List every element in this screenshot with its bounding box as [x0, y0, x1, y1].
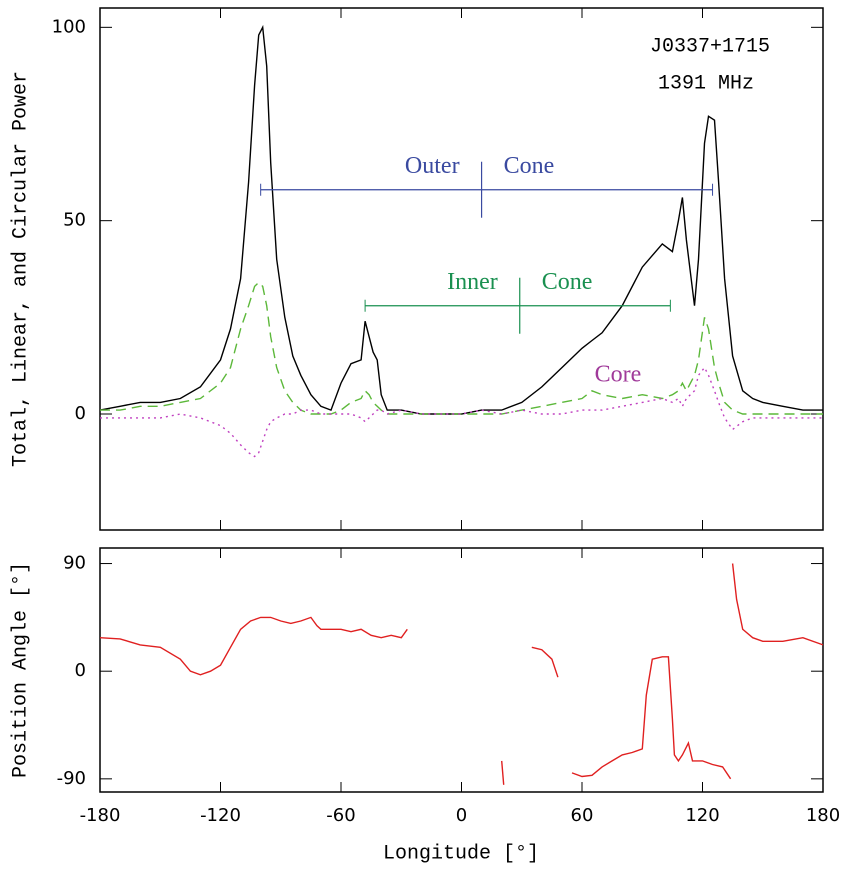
x-tick-label: 180 [806, 805, 840, 826]
series-line [100, 281, 823, 415]
core-label: Core [595, 362, 642, 388]
y-tick-label: 50 [63, 210, 86, 231]
series-line [100, 366, 823, 458]
x-tick-label: -60 [326, 805, 355, 826]
y-axis-label: Position Angle [°] [9, 562, 32, 778]
y-axis-label: Total, Linear, and Circular Power [9, 71, 32, 467]
bracket-label: Cone [542, 269, 593, 295]
frequency-label: 1391 MHz [658, 72, 754, 95]
y-tick-label: 0 [75, 660, 86, 681]
x-tick-label: -120 [200, 805, 241, 826]
y-tick-label: -90 [57, 768, 86, 789]
bracket-label: Cone [504, 153, 555, 179]
x-tick-label: 120 [685, 805, 719, 826]
y-tick-label: 100 [52, 16, 86, 37]
x-axis-label: Longitude [°] [383, 842, 539, 865]
series-line [99, 563, 824, 785]
y-tick-label: 90 [63, 553, 86, 574]
x-tick-label: 60 [571, 805, 594, 826]
bracket-label: Outer [405, 153, 460, 179]
x-tick-label: 0 [456, 805, 467, 826]
bracket-label: Inner [447, 269, 498, 295]
source-label: J0337+1715 [650, 35, 770, 58]
bottom-frame [99, 547, 824, 793]
y-tick-label: 0 [75, 403, 86, 424]
x-tick-label: -180 [80, 805, 121, 826]
